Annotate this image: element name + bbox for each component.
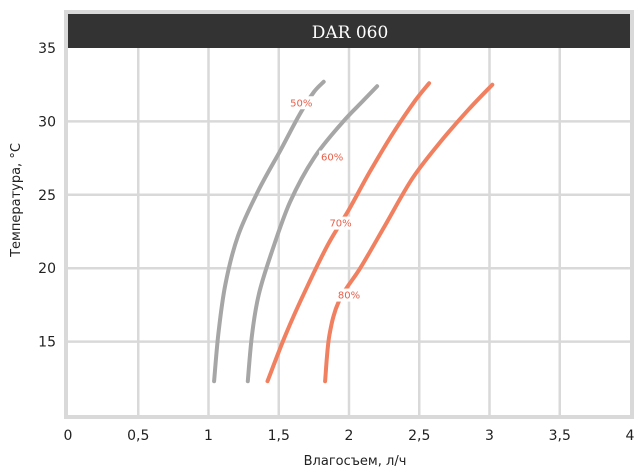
x-tick-label: 0,5 <box>127 428 149 444</box>
series-label-background <box>319 150 346 164</box>
series-line-60pct <box>245 84 380 384</box>
x-tick-label: 3,5 <box>549 428 571 444</box>
y-tick-label: 15 <box>38 335 56 351</box>
y-tick-label: 20 <box>38 261 56 277</box>
series-label: 80% <box>338 291 360 302</box>
x-tick-label: 3 <box>485 428 494 444</box>
y-axis-ticks: 15 20 25 30 35 <box>38 41 56 351</box>
x-tick-label: 2,5 <box>408 428 430 444</box>
y-tick-label: 30 <box>38 114 56 130</box>
x-tick-label: 0 <box>64 428 73 444</box>
chart-title: DAR 060 <box>312 23 389 43</box>
x-tick-label: 1,5 <box>268 428 290 444</box>
series-line-70pct <box>265 81 432 384</box>
x-tick-label: 1 <box>204 428 213 444</box>
series-label-background <box>336 288 362 302</box>
grid <box>68 48 630 415</box>
x-tick-label: 4 <box>626 428 635 444</box>
title-bar <box>68 14 630 48</box>
series-line-80pct <box>323 82 495 384</box>
x-axis-label: Влагосъем, л/ч <box>304 454 407 469</box>
series-label-background <box>327 216 354 230</box>
y-axis-label: Температура, °С <box>9 143 24 258</box>
series-label: 70% <box>329 219 351 230</box>
x-axis-ticks: 0 0,5 1 1,5 2 2,5 3 3,5 4 <box>64 428 635 444</box>
y-tick-label: 35 <box>38 41 56 57</box>
series-group: 50% 60% 70% 80% <box>212 79 495 384</box>
series-label: 50% <box>290 98 312 109</box>
x-tick-label: 2 <box>345 428 354 444</box>
y-tick-label: 25 <box>38 188 56 204</box>
series-label-background <box>288 96 315 110</box>
series-label: 60% <box>321 153 343 164</box>
